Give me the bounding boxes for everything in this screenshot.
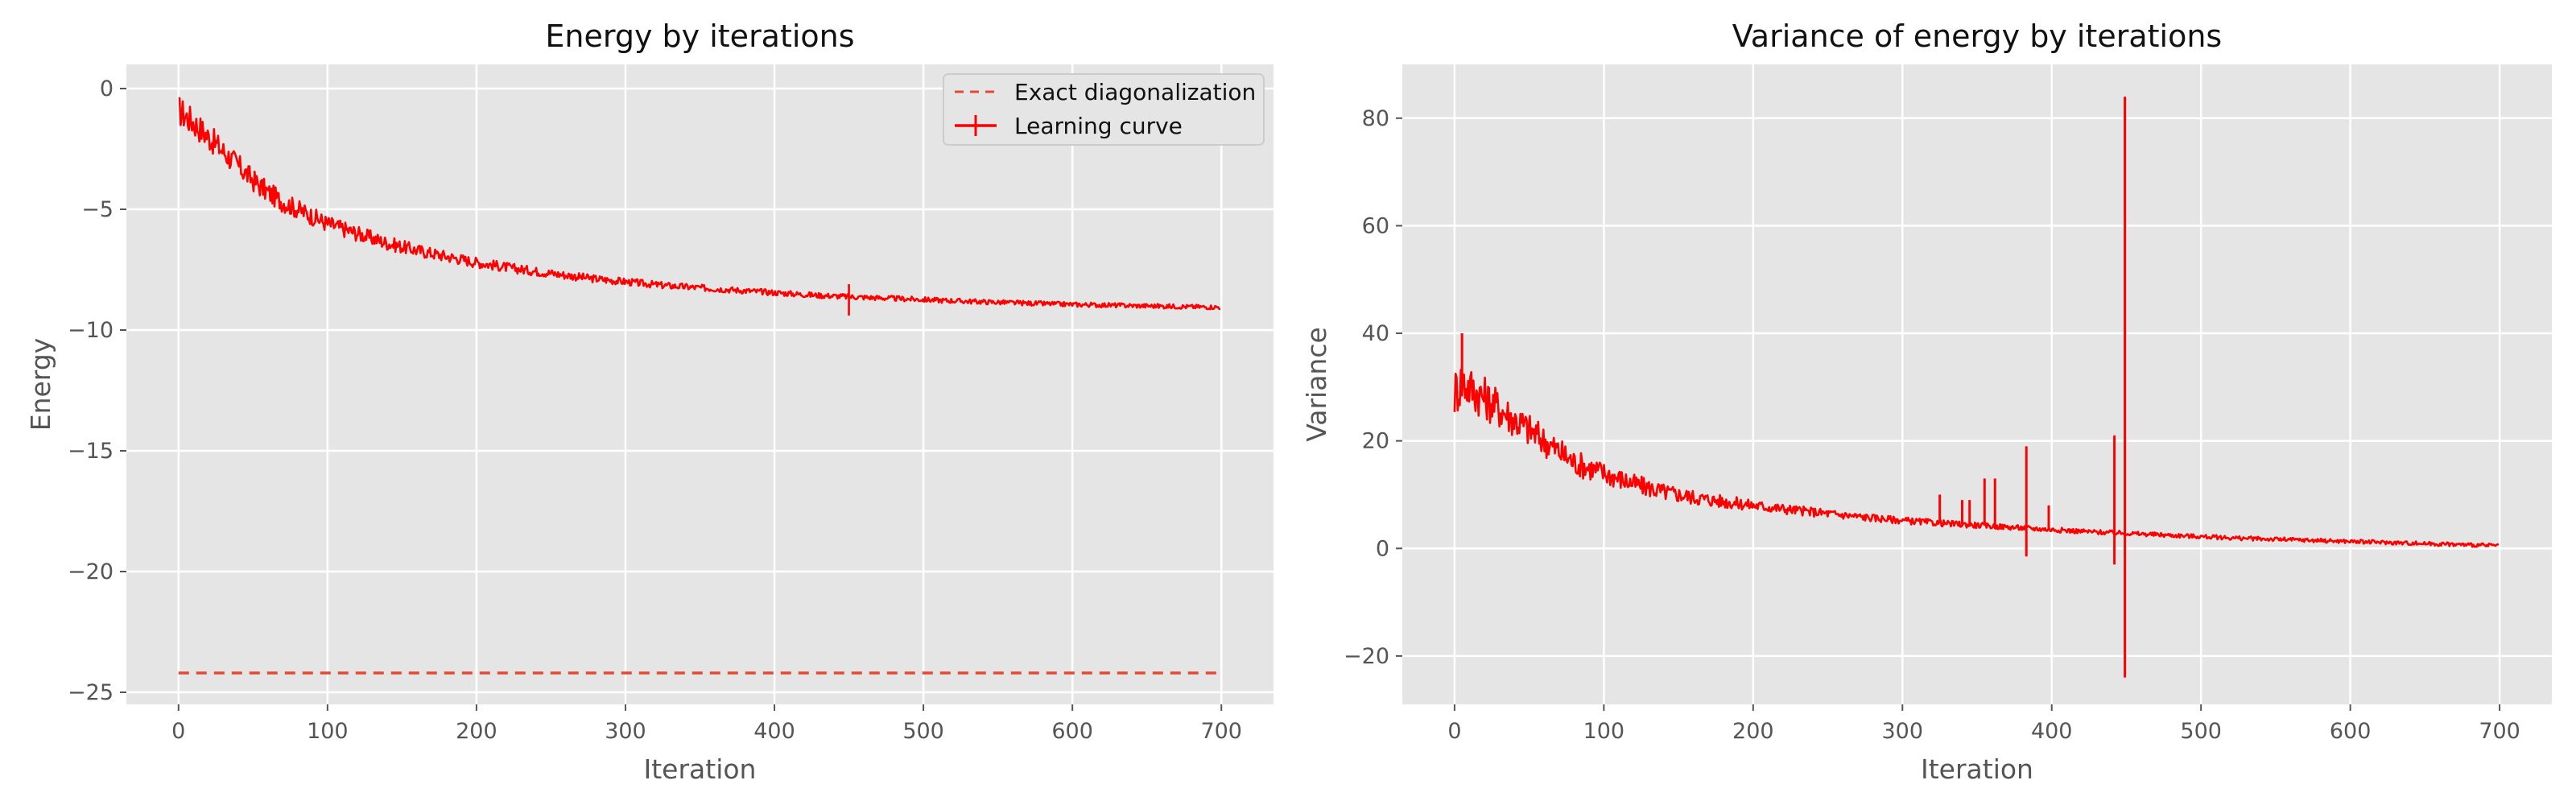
y-tick-label: 0 <box>100 76 114 101</box>
x-tick-label: 600 <box>1051 719 1093 744</box>
x-tick-label: 500 <box>2180 719 2222 744</box>
variance-y-axis-label: Variance <box>1301 327 1332 442</box>
legend-box <box>943 73 1265 146</box>
variance-chart: 0 100 200 300 400 500 600 700 −20 0 20 40 60 80 Varia… <box>1301 19 2552 785</box>
y-tick-label: 60 <box>1362 213 1389 238</box>
variance-plot-background <box>1402 64 2552 704</box>
x-tick-label: 700 <box>2479 719 2520 744</box>
learning-curve-line <box>178 97 1221 311</box>
y-tick-label: −20 <box>1344 644 1389 669</box>
x-tick-label: 0 <box>171 719 185 744</box>
legend-entry-learning-curve: Learning curve <box>1014 113 1183 139</box>
y-tick-label: 80 <box>1362 106 1389 131</box>
x-tick-label: 200 <box>456 719 497 744</box>
y-tick-label: 40 <box>1362 321 1389 346</box>
variance-line <box>1453 369 2500 548</box>
y-tick-label: 20 <box>1362 429 1389 454</box>
x-tick-label: 300 <box>605 719 646 744</box>
variance-ticks: 0 100 200 300 400 500 600 700 −20 0 20 40 60 80 <box>1344 106 2520 744</box>
x-tick-label: 100 <box>1583 719 1625 744</box>
x-tick-label: 600 <box>2330 719 2372 744</box>
energy-x-axis-label: Iteration <box>644 753 757 785</box>
x-tick-label: 400 <box>2031 719 2073 744</box>
y-tick-label: 0 <box>1376 536 1389 561</box>
y-tick-label: −15 <box>68 439 114 464</box>
energy-chart-title: Energy by iterations <box>545 19 854 54</box>
x-tick-label: 500 <box>902 719 944 744</box>
variance-chart-title: Variance of energy by iterations <box>1732 19 2222 54</box>
energy-chart: 0 100 200 300 400 500 600 700 0 −5 −10 −15 −20 −25 En… <box>25 19 1274 785</box>
energy-y-axis-label: Energy <box>25 338 56 431</box>
variance-x-axis-label: Iteration <box>1921 753 2033 785</box>
energy-ticks: 0 100 200 300 400 500 600 700 0 −5 −10 −15 −20 −25 <box>68 76 1242 744</box>
x-tick-label: 200 <box>1732 719 1774 744</box>
variance-series <box>1453 97 2500 678</box>
legend-entry-exact-diagonalization: Exact diagonalization <box>1014 79 1256 105</box>
x-tick-label: 400 <box>753 719 795 744</box>
y-tick-label: −5 <box>81 197 114 222</box>
energy-plot-background <box>126 64 1274 704</box>
y-tick-label: −10 <box>68 318 114 343</box>
x-tick-label: 700 <box>1200 719 1242 744</box>
energy-gridlines <box>126 64 1274 704</box>
y-tick-label: −20 <box>68 559 114 584</box>
y-tick-label: −25 <box>68 680 114 705</box>
x-tick-label: 0 <box>1447 719 1461 744</box>
variance-gridlines <box>1402 64 2552 704</box>
x-tick-label: 300 <box>1881 719 1923 744</box>
x-tick-label: 100 <box>307 719 349 744</box>
energy-series <box>178 97 1222 675</box>
energy-legend: Exact diagonalization Learning curve <box>943 73 1265 146</box>
